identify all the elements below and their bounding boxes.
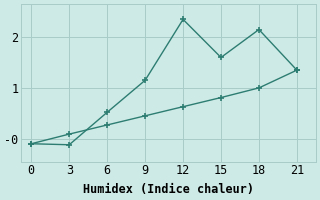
- X-axis label: Humidex (Indice chaleur): Humidex (Indice chaleur): [83, 183, 254, 196]
